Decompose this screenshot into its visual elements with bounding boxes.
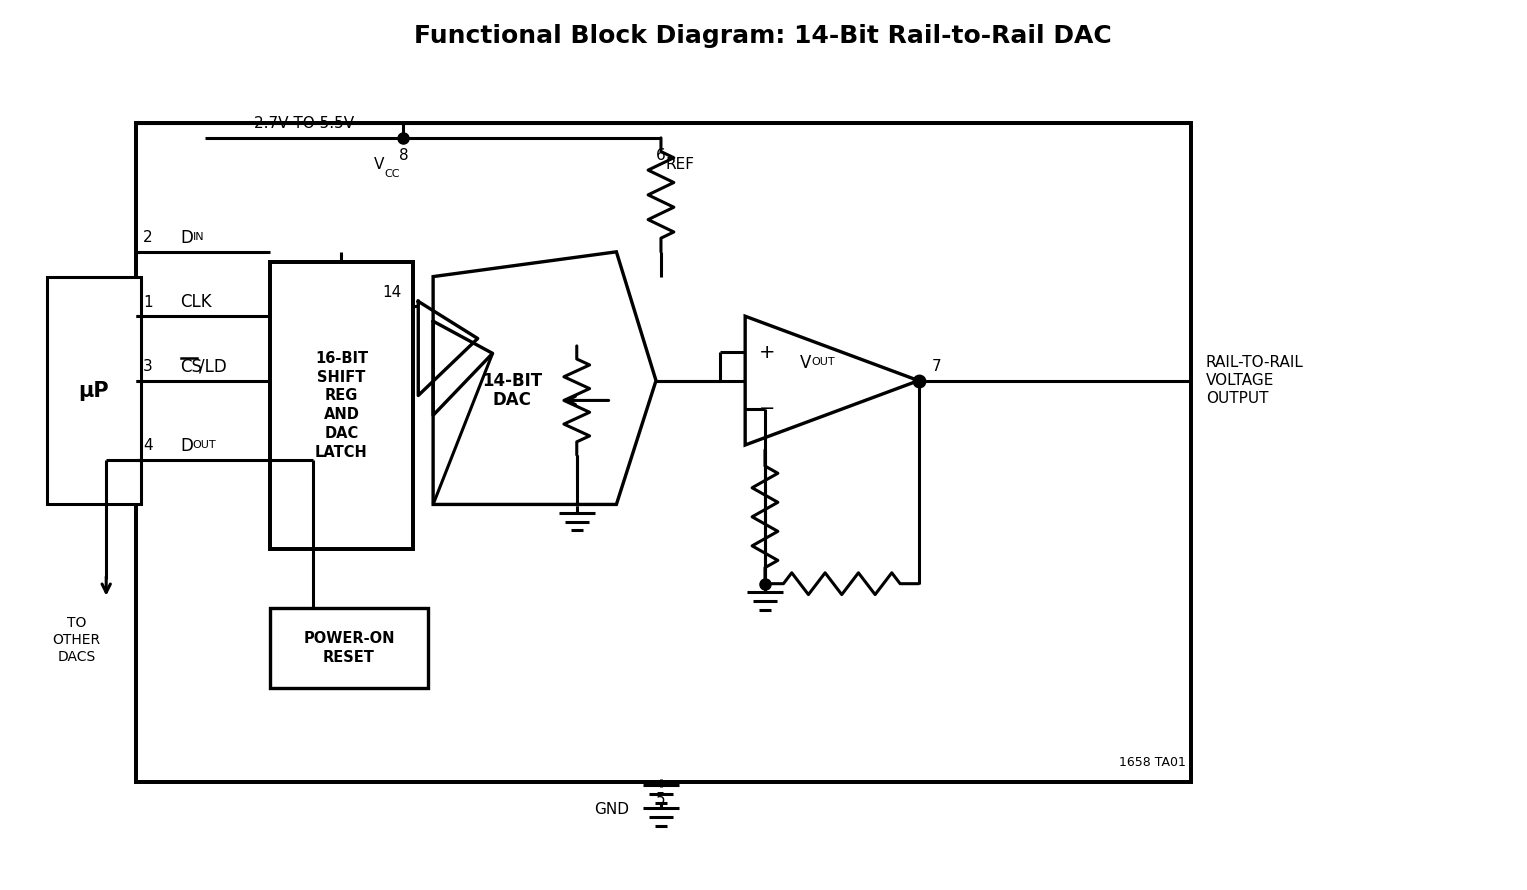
Text: /LD: /LD — [200, 358, 228, 376]
Text: LATCH: LATCH — [315, 445, 368, 460]
Bar — [270, 609, 428, 688]
Text: DAC: DAC — [324, 426, 359, 441]
Text: μP: μP — [78, 381, 108, 401]
Text: 1: 1 — [144, 295, 153, 310]
Text: 16-BIT: 16-BIT — [315, 351, 368, 366]
Text: 2: 2 — [144, 231, 153, 246]
Polygon shape — [434, 252, 657, 505]
Text: 1658 TA01: 1658 TA01 — [1119, 756, 1186, 768]
Text: AND: AND — [324, 408, 359, 422]
Text: DAC: DAC — [493, 392, 531, 409]
Text: 4: 4 — [144, 439, 153, 454]
Text: OUT: OUT — [192, 440, 215, 450]
Text: 5: 5 — [657, 792, 666, 807]
Bar — [136, 123, 1191, 781]
Text: D: D — [180, 437, 194, 455]
Text: 2.7V TO 5.5V: 2.7V TO 5.5V — [255, 116, 354, 131]
Text: IN: IN — [192, 232, 205, 242]
Text: 14: 14 — [382, 285, 402, 300]
Bar — [270, 262, 414, 549]
Text: 3: 3 — [144, 360, 153, 374]
Text: Functional Block Diagram: 14-Bit Rail-to-Rail DAC: Functional Block Diagram: 14-Bit Rail-to… — [414, 24, 1112, 48]
Polygon shape — [745, 316, 919, 445]
Text: DACS: DACS — [58, 650, 96, 664]
Text: −: − — [759, 400, 776, 418]
Text: CS: CS — [180, 358, 203, 376]
Text: OUT: OUT — [811, 357, 835, 367]
Text: GND: GND — [594, 802, 629, 817]
Text: TO: TO — [67, 616, 86, 630]
Text: OUTPUT: OUTPUT — [1206, 391, 1269, 406]
Text: OTHER: OTHER — [52, 633, 101, 647]
Text: 7: 7 — [931, 360, 941, 374]
Text: D: D — [180, 229, 194, 247]
Text: SHIFT: SHIFT — [318, 369, 365, 384]
Text: RESET: RESET — [324, 651, 374, 666]
Text: 14-BIT: 14-BIT — [483, 372, 542, 390]
Bar — [47, 277, 140, 505]
Text: V: V — [800, 354, 811, 372]
Text: POWER-ON: POWER-ON — [304, 631, 394, 645]
Text: 6: 6 — [657, 149, 666, 163]
Text: V: V — [374, 158, 385, 172]
Text: CLK: CLK — [180, 294, 212, 311]
Text: +: + — [759, 343, 776, 361]
Text: RAIL-TO-RAIL: RAIL-TO-RAIL — [1206, 355, 1304, 370]
Text: REG: REG — [325, 388, 359, 403]
Text: 8: 8 — [399, 149, 408, 163]
Text: VOLTAGE: VOLTAGE — [1206, 373, 1274, 388]
Text: REF: REF — [666, 158, 695, 172]
Text: CC: CC — [385, 168, 400, 179]
